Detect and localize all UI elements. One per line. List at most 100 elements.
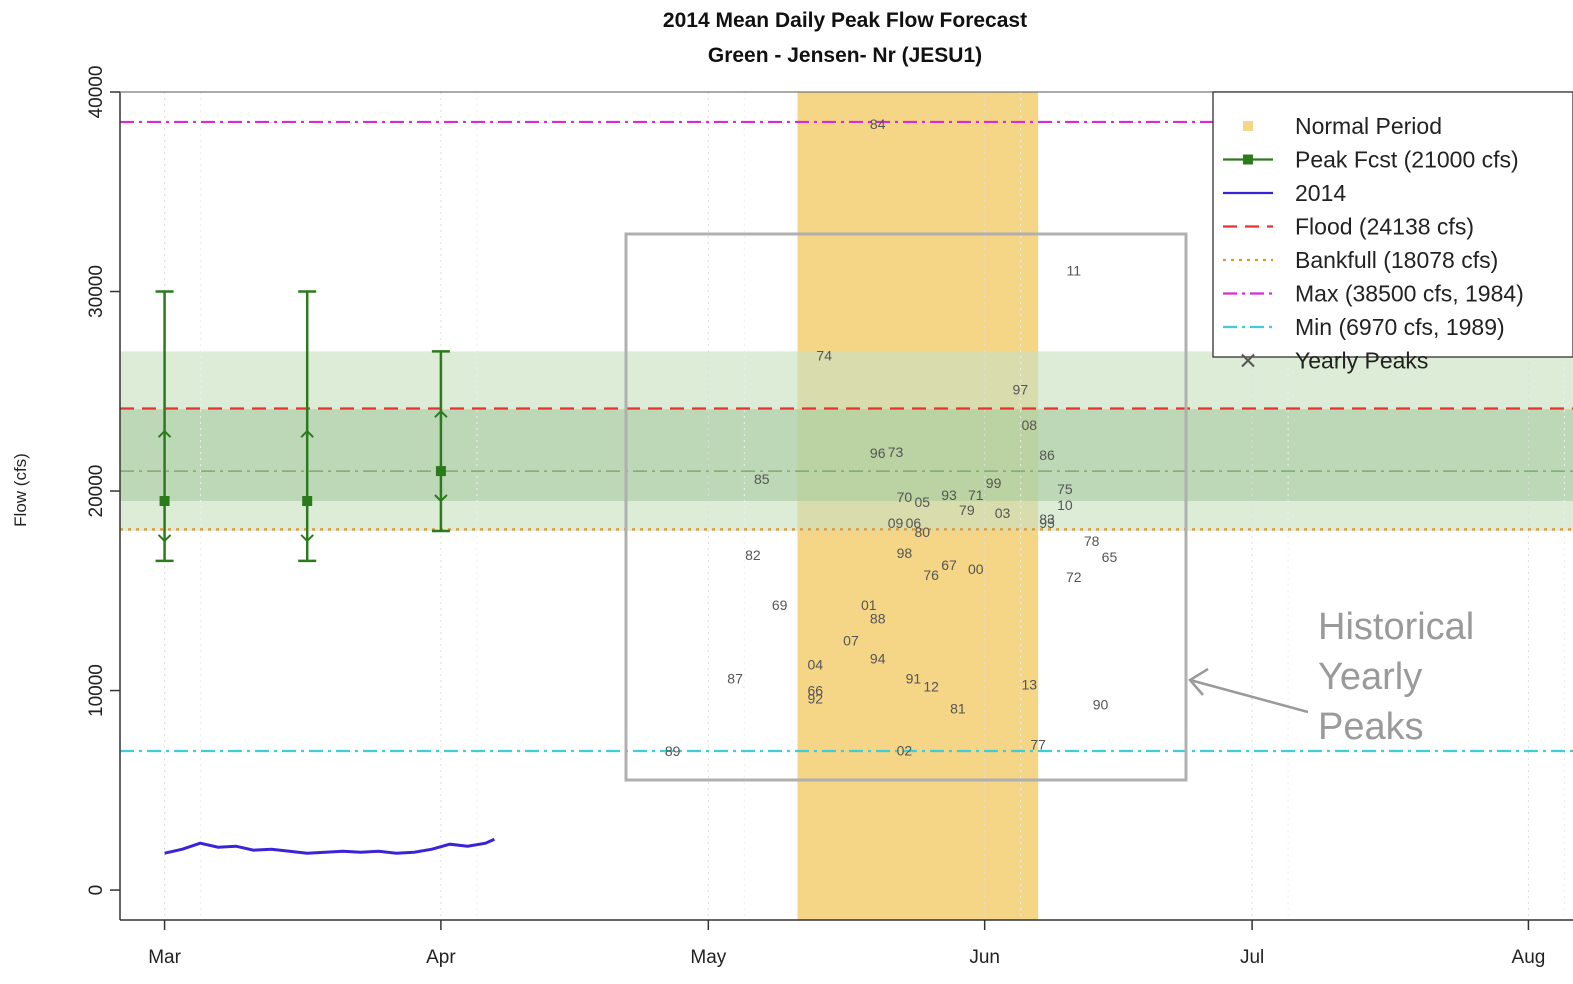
yearly-peak-label: 79 <box>959 502 975 518</box>
yearly-peak-label: 03 <box>995 505 1011 521</box>
legend-label: Max (38500 cfs, 1984) <box>1295 281 1524 307</box>
legend-label: Yearly Peaks <box>1295 348 1428 374</box>
annotation-text-line: Yearly <box>1318 656 1422 698</box>
legend-swatch <box>1243 121 1253 131</box>
forecast-3 <box>431 350 450 533</box>
yearly-peak-label: 77 <box>1030 736 1046 752</box>
historical-peaks-box <box>624 232 1188 782</box>
annotation-arrow-line <box>1189 678 1309 714</box>
y-tick-label: 20000 <box>86 465 107 518</box>
forecast-inner-low-arrow <box>434 494 448 503</box>
yearly-peak-label: 89 <box>665 743 681 759</box>
forecast-inner-high-arrow <box>434 409 448 418</box>
forecast-marker <box>159 496 170 507</box>
legend-entry: Min (6970 cfs, 1989) <box>1223 314 1505 340</box>
yearly-peak-label: 84 <box>870 116 886 132</box>
yearly-peak-label: 93 <box>941 487 957 503</box>
yearly-peak-label: 07 <box>843 633 859 649</box>
yearly-peak-label: 97 <box>1013 381 1029 397</box>
yearly-peak-label: 75 <box>1057 481 1073 497</box>
forecast-1 <box>155 290 174 563</box>
forecast-band-inner <box>120 409 1573 502</box>
annotation-arrow-head <box>1188 667 1209 696</box>
yearly-peak-label: 81 <box>950 701 966 717</box>
legend: Normal Period Peak Fcst (21000 cfs) 2014 Fl… <box>1212 91 1573 374</box>
legend-swatch <box>1241 353 1255 368</box>
legend-label: Peak Fcst (21000 cfs) <box>1295 147 1519 173</box>
yearly-peak-label: 70 <box>897 489 913 505</box>
yearly-peak-label: 01 <box>861 597 877 613</box>
legend-label: Flood (24138 cfs) <box>1295 214 1474 240</box>
yearly-peak-label: 10 <box>1057 497 1073 513</box>
yearly-peak-label: 78 <box>1084 533 1100 549</box>
y-tick-label: 40000 <box>86 66 107 119</box>
x-tick-label: Apr <box>426 947 456 968</box>
yearly-peak-label: 85 <box>754 471 770 487</box>
legend-entry: Flood (24138 cfs) <box>1223 214 1474 240</box>
x-tick-label: Jun <box>969 947 1000 968</box>
annotation-group: Historical Yearly Peaks <box>624 232 1474 782</box>
series-2014-line <box>164 837 496 855</box>
legend-label: Normal Period <box>1295 113 1442 139</box>
legend-marker <box>1243 154 1253 165</box>
x-tick-label: Aug <box>1512 947 1546 968</box>
x-tick-label: May <box>690 947 726 968</box>
yearly-peak-label: 87 <box>727 671 743 687</box>
yearly-peak-label: 05 <box>914 494 930 510</box>
legend-entry: Bankfull (18078 cfs) <box>1223 247 1498 273</box>
yearly-peak-label: 08 <box>1021 417 1037 433</box>
legend-entry: Peak Fcst (21000 cfs) <box>1223 147 1519 173</box>
x-tick-label: Mar <box>148 947 181 968</box>
yearly-peak-label: 73 <box>888 444 904 460</box>
yearly-peak-label: 65 <box>1102 549 1118 565</box>
chart-title: 2014 Mean Daily Peak Flow Forecast <box>663 9 1027 32</box>
yearly-peak-label: 02 <box>897 742 913 758</box>
forecast-marker <box>435 466 446 477</box>
yearly-peak-label: 67 <box>941 557 957 573</box>
forecast-2 <box>298 290 317 563</box>
yearly-peak-label: 91 <box>906 671 922 687</box>
forecast-inner-low-arrow <box>300 534 314 543</box>
legend-label: Bankfull (18078 cfs) <box>1295 247 1498 273</box>
yearly-peak-label: 94 <box>870 651 886 667</box>
yearly-peak-label: 69 <box>772 597 788 613</box>
yearly-peak-label: 76 <box>923 567 939 583</box>
legend-label: Min (6970 cfs, 1989) <box>1295 314 1505 340</box>
yearly-peak-label: 04 <box>808 657 824 673</box>
legend-entry: Max (38500 cfs, 1984) <box>1223 281 1524 307</box>
yearly-peak-label: 13 <box>1021 677 1037 693</box>
forecast-inner-high-arrow <box>157 429 172 438</box>
yearly-peak-label: 86 <box>1039 447 1055 463</box>
forecast-inner-high-arrow <box>300 429 314 438</box>
forecast-marker <box>302 496 313 507</box>
yearly-peak-label: 95 <box>1039 515 1055 531</box>
yearly-peak-label: 99 <box>986 475 1002 491</box>
yearly-peak-label: 12 <box>923 679 939 695</box>
legend-label: 2014 <box>1295 180 1346 206</box>
yearly-peak-label: 11 <box>1067 263 1082 279</box>
yearly-peak-label: 72 <box>1066 569 1082 585</box>
yearly-peak-label: 98 <box>897 545 913 561</box>
yearly-peak-label: 74 <box>816 347 832 363</box>
yearly-peak-label: 92 <box>808 691 824 707</box>
forecast-inner-low-arrow <box>157 534 172 543</box>
legend-entry: 2014 <box>1223 180 1346 206</box>
annotation-text-line: Peaks <box>1318 706 1424 748</box>
annotation-text-line: Historical <box>1318 606 1474 648</box>
yearly-peak-label: 09 <box>888 515 904 531</box>
yearly-peak-label: 96 <box>870 445 886 461</box>
yearly-peak-label: 83 <box>1039 511 1055 527</box>
yearly-peak-label: 90 <box>1093 697 1109 713</box>
chart-subtitle: Green - Jensen- Nr (JESU1) <box>708 44 982 67</box>
yearly-peak-label: 00 <box>968 561 984 577</box>
yearly-peak-label: 66 <box>808 683 824 699</box>
yearly-peak-label: 71 <box>968 487 984 503</box>
legend-box <box>1212 91 1573 358</box>
legend-entry: Yearly Peaks <box>1241 348 1428 374</box>
yearly-peak-label: 82 <box>745 547 761 563</box>
y-axis-title: Flow (cfs) <box>11 453 30 527</box>
legend-entry: Normal Period <box>1243 113 1442 139</box>
